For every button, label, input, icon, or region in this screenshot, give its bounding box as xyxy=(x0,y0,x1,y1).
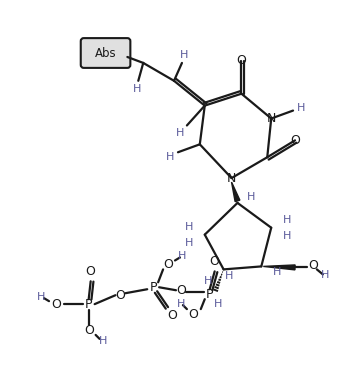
Text: H: H xyxy=(185,222,193,232)
Text: O: O xyxy=(176,284,186,297)
Text: H: H xyxy=(297,103,305,112)
Text: H: H xyxy=(166,152,174,162)
Text: O: O xyxy=(308,259,318,272)
Text: H: H xyxy=(214,299,222,309)
Text: O: O xyxy=(210,255,220,268)
Text: H: H xyxy=(283,215,291,225)
Text: O: O xyxy=(51,298,61,311)
Text: O: O xyxy=(167,309,177,321)
Text: O: O xyxy=(290,134,300,147)
Text: N: N xyxy=(227,171,236,185)
Polygon shape xyxy=(231,182,240,202)
Text: O: O xyxy=(116,289,125,302)
Text: H: H xyxy=(178,252,186,261)
Text: O: O xyxy=(163,258,173,271)
Text: P: P xyxy=(206,288,214,301)
Text: O: O xyxy=(188,308,198,321)
Text: H: H xyxy=(203,276,212,286)
Text: H: H xyxy=(98,336,107,346)
Text: H: H xyxy=(273,267,281,277)
FancyBboxPatch shape xyxy=(81,38,131,68)
Text: P: P xyxy=(85,298,92,311)
Text: O: O xyxy=(84,324,94,337)
Text: P: P xyxy=(149,281,157,294)
Text: H: H xyxy=(225,271,234,281)
Text: Abs: Abs xyxy=(95,47,116,59)
Text: H: H xyxy=(247,192,255,202)
Text: H: H xyxy=(283,230,291,241)
Text: H: H xyxy=(176,129,184,138)
Text: H: H xyxy=(180,50,188,60)
Text: H: H xyxy=(185,238,193,247)
Text: O: O xyxy=(86,265,96,278)
Text: H: H xyxy=(37,292,45,302)
Text: H: H xyxy=(177,299,185,309)
Text: O: O xyxy=(237,55,246,67)
Text: H: H xyxy=(133,84,141,94)
Polygon shape xyxy=(263,265,295,270)
Text: H: H xyxy=(321,270,329,280)
Text: N: N xyxy=(267,112,276,125)
